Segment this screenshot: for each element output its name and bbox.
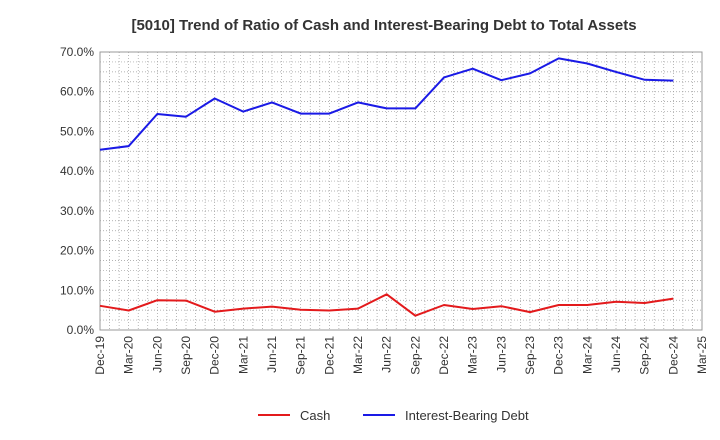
x-tick-label: Dec-20 [208, 336, 222, 375]
x-tick-label: Dec-23 [552, 336, 566, 375]
plot-area: 0.0% 10.0% 20.0% 30.0% 40.0% 50.0% 60.0% 70.0% D… [60, 45, 709, 375]
x-tick-label: Jun-24 [609, 336, 623, 373]
x-tick-label: Mar-22 [351, 336, 365, 374]
y-tick-label: 30.0% [60, 204, 94, 218]
legend-label-interest-bearing-debt: Interest-Bearing Debt [405, 408, 529, 423]
y-tick-label: 20.0% [60, 244, 94, 258]
y-tick-label: 70.0% [60, 45, 94, 59]
x-tick-label: Sep-23 [523, 336, 537, 375]
x-tick-label: Sep-22 [408, 336, 422, 375]
x-tick-label: Mar-23 [466, 336, 480, 374]
x-tick-label: Jun-22 [380, 336, 394, 373]
y-tick-label: 50.0% [60, 124, 94, 138]
x-tick-label: Sep-21 [294, 336, 308, 375]
x-tick-label: Dec-22 [437, 336, 451, 375]
y-tick-label: 40.0% [60, 164, 94, 178]
y-tick-label: 0.0% [67, 323, 95, 337]
y-tick-label: 60.0% [60, 85, 94, 99]
x-tick-label: Jun-21 [265, 336, 279, 373]
x-tick-label: Dec-21 [322, 336, 336, 375]
x-tick-label: Dec-19 [93, 336, 107, 375]
x-tick-label: Mar-24 [580, 336, 594, 374]
x-tick-label: Jun-20 [150, 336, 164, 373]
x-tick-label: Mar-25 [695, 336, 709, 374]
y-tick-label: 10.0% [60, 283, 94, 297]
legend-label-cash: Cash [300, 408, 330, 423]
x-tick-label: Dec-24 [666, 336, 680, 375]
series-line-cash [99, 293, 674, 317]
x-tick-label: Sep-20 [179, 336, 193, 375]
legend: Cash Interest-Bearing Debt [258, 408, 529, 423]
chart-title: [5010] Trend of Ratio of Cash and Intere… [131, 17, 636, 34]
x-tick-label: Mar-21 [236, 336, 250, 374]
x-tick-label: Jun-23 [494, 336, 508, 373]
x-tick-label: Mar-20 [122, 336, 136, 374]
series-line-interest-bearing-debt [99, 57, 674, 151]
x-tick-label: Sep-24 [638, 336, 652, 375]
